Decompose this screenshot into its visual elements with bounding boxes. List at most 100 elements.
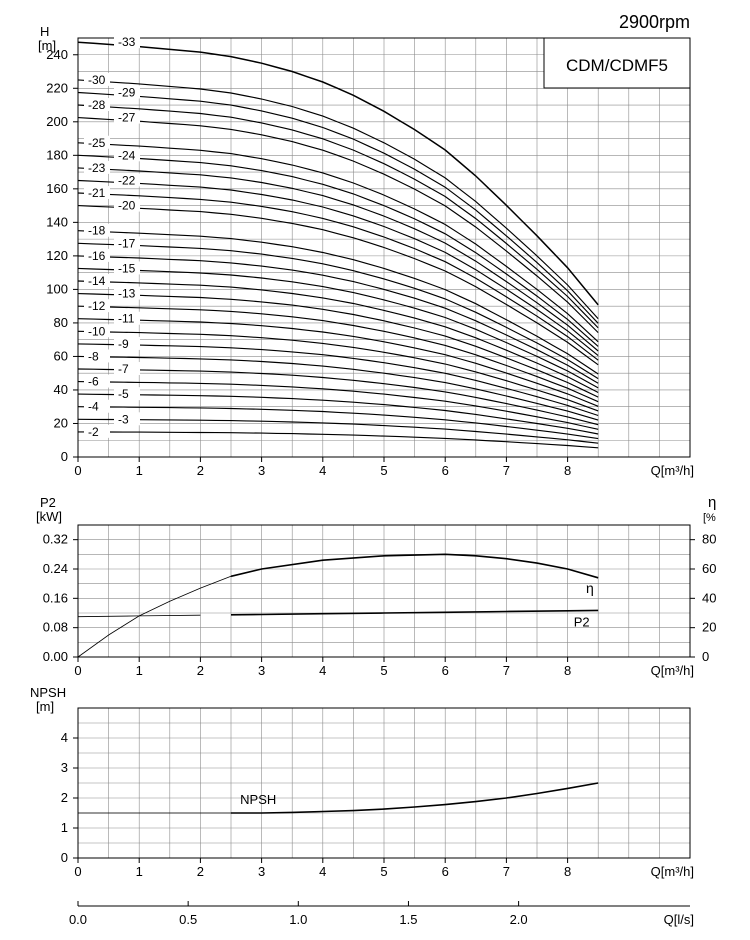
head-curve-label: -2	[88, 425, 99, 439]
model-box: CDM/CDMF5	[543, 37, 691, 89]
npsh-x-tick-label: 4	[319, 864, 326, 879]
ls-tick-label: 1.5	[399, 912, 417, 927]
head-curve-label-bg	[114, 198, 140, 212]
head-curve-label: -18	[88, 224, 106, 238]
head-curve-label-bg	[84, 160, 110, 174]
head-curve-label-bg	[114, 85, 140, 99]
model-box-frame	[543, 37, 691, 89]
speed-label: 2900rpm	[619, 12, 690, 32]
power-x-tick-label: 7	[503, 663, 510, 678]
eff-y-tick-label: 0	[702, 649, 709, 664]
npsh-y-tick-label: 3	[61, 760, 68, 775]
head-curve-label: -20	[118, 199, 136, 213]
head-x-tick-label: 4	[319, 463, 326, 478]
head-curve-label-bg	[84, 424, 110, 438]
head-curve	[77, 381, 599, 430]
head-curve-label: -21	[88, 186, 106, 200]
ls-tick-label: 2.0	[510, 912, 528, 927]
head-curve	[77, 255, 599, 384]
head-curve-label: -24	[118, 148, 136, 162]
head-curve-label: -33	[118, 35, 136, 49]
power-x-tick-label: 6	[442, 663, 449, 678]
power-x-tick-label: 5	[380, 663, 387, 678]
head-curve-label: -6	[88, 375, 99, 389]
head-curve	[77, 305, 599, 403]
ls-tick-label: 0.0	[69, 912, 87, 927]
flow-ls-axis: 0.0 0.5 1.0 1.5 2.0 Q[l/s]	[69, 901, 694, 927]
head-curve-label-bg	[114, 412, 140, 426]
head-curve	[77, 154, 599, 347]
head-curve-label-bg	[114, 110, 140, 124]
head-curve-label: -8	[88, 349, 99, 363]
npsh-curve	[231, 782, 599, 814]
head-curve-label-bg	[114, 35, 140, 49]
head-curve	[77, 104, 599, 329]
eff-y-tick-label: 20	[702, 620, 716, 635]
head-y-tick-label: 40	[54, 382, 68, 397]
head-chart: 0 20 40 60 80 100 120 140 160 180 200 220 240 H[m] 0 1 2…	[38, 24, 694, 478]
head-curve-label: -7	[118, 362, 129, 376]
head-curve	[77, 418, 599, 444]
head-curve-label: -29	[118, 85, 136, 99]
head-curve	[77, 192, 599, 361]
head-y-tick-label: 80	[54, 315, 68, 330]
head-curve-label-bg	[84, 299, 110, 313]
head-curve-label-bg	[114, 261, 140, 275]
head-curve	[77, 117, 599, 334]
power-x-tick-label: 2	[197, 663, 204, 678]
npsh-x-tick-label: 2	[197, 864, 204, 879]
head-x-tick-label: 0	[74, 463, 81, 478]
head-curve-label-bg	[84, 135, 110, 149]
head-curve	[77, 142, 599, 343]
eff-y-unit: [%	[703, 512, 716, 524]
head-curve-label-bg	[114, 173, 140, 187]
npsh-y-tick-label: 0	[61, 850, 68, 865]
head-curve-label: -11	[118, 312, 135, 326]
head-curve-label: -4	[88, 400, 99, 414]
head-x-tick-label: 7	[503, 463, 510, 478]
head-curve-label-bg	[84, 349, 110, 363]
head-curve-label: -16	[88, 249, 106, 263]
head-curve-label-bg	[114, 387, 140, 401]
head-curve	[77, 179, 599, 357]
npsh-y-tick-label: 2	[61, 790, 68, 805]
head-curve-label-bg	[84, 274, 110, 288]
p2-curve-extrapolated	[77, 614, 201, 618]
head-curve	[77, 79, 599, 320]
head-curve-label-bg	[84, 248, 110, 262]
head-curve-label-bg	[84, 223, 110, 237]
p2-curve	[230, 609, 599, 616]
head-x-tick-label: 3	[258, 463, 265, 478]
head-curve-label: -25	[88, 136, 106, 150]
power-x-axis-label: Q[m³/h]	[651, 663, 694, 678]
head-curve-label-bg	[84, 324, 110, 338]
head-curve	[77, 280, 599, 394]
head-curve	[77, 41, 599, 306]
power-x-tick-label: 4	[319, 663, 326, 678]
head-curve-label: -27	[118, 111, 136, 125]
power-x-tick-label: 8	[564, 663, 571, 678]
head-curve-label: -9	[118, 337, 129, 351]
head-curve-label-bg	[114, 362, 140, 376]
head-curve-label: -5	[118, 387, 129, 401]
head-curve	[77, 293, 599, 398]
head-x-tick-label: 8	[564, 463, 571, 478]
head-curve-label-bg	[84, 186, 110, 200]
head-curve-label-bg	[114, 236, 140, 250]
power-y-tick-label: 0.00	[43, 649, 68, 664]
npsh-x-tick-label: 0	[74, 864, 81, 879]
npsh-x-tick-label: 7	[503, 864, 510, 879]
head-x-tick-label: 5	[380, 463, 387, 478]
power-y-tick-label: 0.08	[43, 620, 68, 635]
ls-tick-label: 0.5	[179, 912, 197, 927]
head-curve	[77, 91, 599, 324]
head-curve	[77, 167, 599, 352]
npsh-x-tick-label: 3	[258, 864, 265, 879]
power-y-unit: [kW]	[36, 509, 62, 524]
npsh-x-tick-label: 5	[380, 864, 387, 879]
eff-y-tick-label: 60	[702, 561, 716, 576]
head-x-tick-label: 2	[197, 463, 204, 478]
eff-curve	[230, 553, 599, 579]
